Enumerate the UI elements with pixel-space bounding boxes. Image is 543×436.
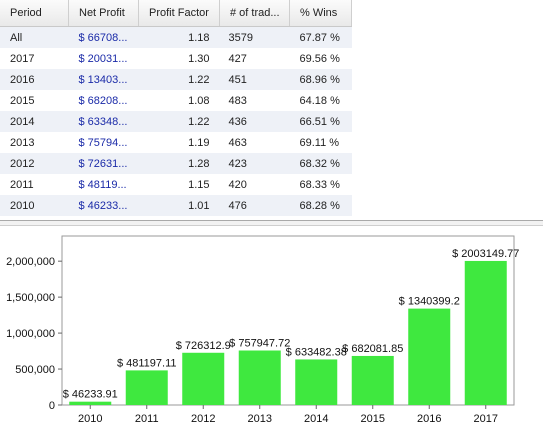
- cell-wins: 64.18 %: [289, 90, 352, 111]
- cell-wins: 68.33 %: [289, 174, 352, 195]
- table-row[interactable]: 2013 $ 75794... 1.19 463 69.11 %: [0, 132, 352, 153]
- cell-net-profit: $ 66708...: [68, 26, 139, 48]
- bar[interactable]: [238, 350, 281, 405]
- bar[interactable]: [182, 352, 225, 405]
- y-tick-label: 2,000,000: [6, 256, 55, 268]
- x-tick-label: 2016: [417, 413, 441, 425]
- cell-profit-factor: 1.08: [138, 90, 220, 111]
- cell-net-profit: $ 63348...: [68, 111, 139, 132]
- cell-profit-factor: 1.15: [138, 174, 220, 195]
- cell-period: 2016: [0, 69, 69, 90]
- bar[interactable]: [295, 359, 338, 405]
- cell-profit-factor: 1.19: [138, 132, 220, 153]
- bar-value-label: $ 481197.11: [117, 357, 177, 369]
- cell-period: 2012: [0, 153, 69, 174]
- cell-profit-factor: 1.30: [138, 48, 220, 69]
- cell-period: All: [0, 26, 69, 48]
- bar-value-label: $ 2003149.77: [452, 248, 519, 260]
- cell-profit-factor: 1.18: [138, 26, 220, 48]
- table-row[interactable]: 2014 $ 63348... 1.22 436 66.51 %: [0, 111, 352, 132]
- cell-net-profit: $ 46233...: [68, 195, 139, 216]
- period-stats-table: Period Net Profit Profit Factor # of tra…: [0, 0, 352, 216]
- table-header-row: Period Net Profit Profit Factor # of tra…: [0, 0, 352, 27]
- cell-net-profit: $ 48119...: [68, 174, 139, 195]
- x-tick-label: 2012: [191, 413, 215, 425]
- cell-trades: 451: [219, 69, 290, 90]
- cell-net-profit: $ 68208...: [68, 90, 139, 111]
- bar-value-label: $ 633482.38: [286, 346, 347, 358]
- table-row[interactable]: 2010 $ 46233... 1.01 476 68.28 %: [0, 195, 352, 216]
- bar-value-label: $ 682081.85: [342, 343, 403, 355]
- cell-wins: 67.87 %: [289, 26, 352, 48]
- bar[interactable]: [351, 355, 394, 405]
- x-tick-label: 2010: [78, 413, 102, 425]
- x-tick-label: 2014: [304, 413, 328, 425]
- table-row[interactable]: All $ 66708... 1.18 3579 67.87 %: [0, 26, 352, 48]
- cell-wins: 69.56 %: [289, 48, 352, 69]
- cell-trades: 436: [219, 111, 290, 132]
- cell-wins: 68.32 %: [289, 153, 352, 174]
- cell-profit-factor: 1.22: [138, 111, 220, 132]
- bar[interactable]: [408, 308, 451, 405]
- cell-trades: 463: [219, 132, 290, 153]
- table-row[interactable]: 2017 $ 20031... 1.30 427 69.56 %: [0, 48, 352, 69]
- y-tick-label: 1,000,000: [6, 328, 55, 340]
- column-header-trades[interactable]: # of trad...: [219, 0, 290, 27]
- cell-profit-factor: 1.01: [138, 195, 220, 216]
- period-stats-table-panel: Period Net Profit Profit Factor # of tra…: [0, 0, 352, 216]
- cell-trades: 476: [219, 195, 290, 216]
- column-header-profit-factor[interactable]: Profit Factor: [138, 0, 220, 27]
- bar[interactable]: [125, 370, 168, 405]
- cell-period: 2013: [0, 132, 69, 153]
- cell-wins: 68.96 %: [289, 69, 352, 90]
- cell-trades: 483: [219, 90, 290, 111]
- cell-net-profit: $ 20031...: [68, 48, 139, 69]
- chart-panel: 0 500,000 1,000,000 1,500,000 2,000,000 2010 $…: [0, 226, 543, 433]
- cell-period: 2010: [0, 195, 69, 216]
- y-tick-label: 1,500,000: [6, 292, 55, 304]
- column-header-net-profit[interactable]: Net Profit: [68, 0, 139, 27]
- x-tick-label: 2017: [474, 413, 498, 425]
- table-row[interactable]: 2011 $ 48119... 1.15 420 68.33 %: [0, 174, 352, 195]
- cell-net-profit: $ 13403...: [68, 69, 139, 90]
- net-profit-bar-chart: 0 500,000 1,000,000 1,500,000 2,000,000 2010 $…: [6, 235, 519, 425]
- cell-trades: 420: [219, 174, 290, 195]
- cell-net-profit: $ 75794...: [68, 132, 139, 153]
- bar-value-label: $ 757947.72: [229, 337, 290, 349]
- cell-trades: 423: [219, 153, 290, 174]
- cell-wins: 66.51 %: [289, 111, 352, 132]
- cell-period: 2014: [0, 111, 69, 132]
- x-tick-label: 2011: [135, 413, 159, 425]
- cell-profit-factor: 1.22: [138, 69, 220, 90]
- cell-period: 2015: [0, 90, 69, 111]
- table-row[interactable]: 2016 $ 13403... 1.22 451 68.96 %: [0, 69, 352, 90]
- bar-value-label: $ 1340399.2: [399, 296, 460, 308]
- table-row[interactable]: 2015 $ 68208... 1.08 483 64.18 %: [0, 90, 352, 111]
- cell-trades: 427: [219, 48, 290, 69]
- y-tick-label: 500,000: [15, 364, 55, 376]
- cell-wins: 68.28 %: [289, 195, 352, 216]
- column-header-period[interactable]: Period: [0, 0, 69, 27]
- cell-wins: 69.11 %: [289, 132, 352, 153]
- y-tick-label: 0: [49, 400, 55, 412]
- x-tick-label: 2015: [361, 413, 385, 425]
- x-tick-label: 2013: [248, 413, 272, 425]
- cell-period: 2011: [0, 174, 69, 195]
- bar[interactable]: [69, 401, 112, 405]
- bar-value-label: $ 726312.9: [176, 340, 231, 352]
- column-header-wins[interactable]: % Wins: [289, 0, 352, 27]
- cell-profit-factor: 1.28: [138, 153, 220, 174]
- cell-net-profit: $ 72631...: [68, 153, 139, 174]
- bar[interactable]: [464, 260, 507, 405]
- table-row[interactable]: 2012 $ 72631... 1.28 423 68.32 %: [0, 153, 352, 174]
- cell-trades: 3579: [219, 26, 290, 48]
- bar-value-label: $ 46233.91: [63, 389, 118, 401]
- panel-splitter[interactable]: [0, 220, 543, 226]
- cell-period: 2017: [0, 48, 69, 69]
